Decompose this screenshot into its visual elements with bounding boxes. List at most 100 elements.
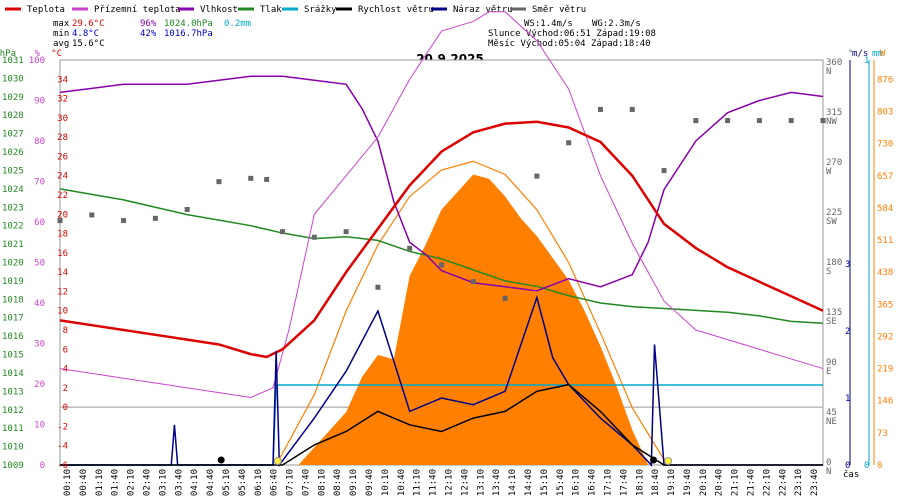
direction-tick: 180	[826, 258, 842, 268]
axis-unit-rain_unit: mm	[872, 49, 883, 59]
pressure-tick: 1014	[2, 369, 24, 379]
pressure-tick: 1011	[2, 424, 24, 434]
time-tick: 00:10	[63, 469, 73, 496]
direction-tick-label: NW	[826, 117, 837, 127]
time-tick: 09:10	[349, 469, 359, 496]
axis-unit-wind_unit: m/s	[852, 49, 868, 59]
wind-direction-point	[264, 176, 270, 182]
time-tick: 14:40	[524, 469, 534, 496]
humidity-tick: 80	[34, 137, 45, 147]
time-tick: 19:10	[667, 469, 677, 496]
time-tick: 00:40	[79, 469, 89, 496]
wind-direction-point	[502, 295, 508, 301]
time-tick: 07:40	[301, 469, 311, 496]
time-tick: 06:40	[270, 469, 280, 496]
time-tick: 11:40	[429, 469, 439, 496]
stats-avg-label: avg	[53, 39, 69, 49]
time-tick: 10:40	[397, 469, 407, 496]
humidity-tick: 90	[34, 97, 45, 107]
time-tick: 05:10	[222, 469, 232, 496]
wind-direction-point	[661, 168, 667, 174]
wind-tick: 3	[845, 260, 850, 270]
legend-label: Rychlost větru	[358, 5, 434, 15]
plot-area	[57, 11, 826, 468]
humidity-tick: 100	[29, 56, 45, 66]
stats-min-label: min	[53, 29, 69, 39]
wind-direction-point	[280, 229, 286, 235]
direction-tick-label: N	[826, 67, 831, 77]
solar-tick: 0	[877, 461, 882, 471]
time-tick: 13:40	[492, 469, 502, 496]
pressure-tick: 1013	[2, 387, 24, 397]
time-tick: 21:40	[747, 469, 757, 496]
humidity-tick: 20	[34, 380, 45, 390]
wind-direction-point	[57, 218, 63, 224]
temperature-tick: 10	[57, 307, 68, 317]
legend-label: Vlhkost	[200, 5, 238, 15]
direction-tick: 270	[826, 158, 842, 168]
time-tick: 05:40	[238, 469, 248, 496]
time-tick: 08:40	[333, 469, 343, 496]
legend: Teplota Přízemní teplota Vlhkost Tlak Srážky…	[5, 5, 586, 15]
solar-tick: 73	[877, 429, 888, 439]
info-wg: WG:2.3m/s	[592, 19, 641, 29]
direction-tick: 90	[826, 358, 837, 368]
wind-direction-point	[470, 279, 476, 285]
temperature-tick: 34	[57, 75, 68, 85]
info-moon: Měsíc Východ:05:04 Západ:18:40	[488, 39, 651, 49]
info-sun: Slunce Východ:06:51 Západ:19:08	[488, 29, 656, 39]
time-tick: 22:40	[778, 469, 788, 496]
humidity-tick: 40	[34, 299, 45, 309]
pressure-tick: 1019	[2, 277, 24, 287]
stats-max-temp: 29.6°C	[72, 19, 105, 29]
temperature-tick: 2	[63, 384, 68, 394]
wind-direction-point	[216, 179, 222, 185]
time-tick: 12:40	[460, 469, 470, 496]
time-tick: 16:40	[588, 469, 598, 496]
wind-direction-point	[756, 118, 762, 124]
wind-direction-point	[534, 173, 540, 179]
stats-min-press: 1016.7hPa	[164, 29, 213, 39]
wind-direction-point	[89, 212, 95, 218]
direction-tick: 360	[826, 58, 842, 68]
solar-area	[60, 174, 823, 465]
time-tick: 04:40	[206, 469, 216, 496]
moonset-marker	[650, 456, 658, 464]
time-tick: 09:40	[365, 469, 375, 496]
temperature-tick: 28	[57, 133, 68, 143]
solar-theory-line	[275, 160, 668, 466]
solar-tick: 292	[877, 332, 893, 342]
temperature-tick: 12	[57, 287, 68, 297]
pressure-tick: 1025	[2, 166, 24, 176]
axis-unit-temp_unit: °C	[51, 49, 62, 59]
solar-tick: 365	[877, 300, 893, 310]
wind-tick: 1	[845, 394, 850, 404]
time-tick: 17:10	[603, 469, 613, 496]
time-tick: 06:10	[254, 469, 264, 496]
wind-direction-point	[121, 218, 127, 224]
time-tick: 20:40	[715, 469, 725, 496]
pressure-tick: 1018	[2, 295, 24, 305]
wind-tick: 0	[845, 461, 850, 471]
direction-tick-label: SW	[826, 217, 837, 227]
time-tick: 03:10	[158, 469, 168, 496]
pressure-tick: 1017	[2, 314, 24, 324]
legend-label: Srážky	[304, 5, 337, 15]
wind-direction-point	[375, 284, 381, 290]
axis-unit-press_unit: hPa	[0, 49, 16, 59]
pressure-tick: 1031	[2, 56, 24, 66]
rain-tick: 1	[864, 56, 869, 66]
wind-direction-point	[788, 118, 794, 124]
axis-unit-solar_unit: W	[880, 49, 886, 59]
direction-tick: 0	[826, 458, 831, 468]
pressure-tick: 1012	[2, 406, 24, 416]
solar-tick: 438	[877, 268, 893, 278]
time-tick: 07:10	[286, 469, 296, 496]
wind-direction-point	[439, 262, 444, 268]
stats-min-temp: 4.8°C	[72, 29, 99, 39]
time-tick: 01:40	[111, 469, 121, 496]
wind-tick: 2	[845, 327, 850, 337]
pressure-tick: 1009	[2, 461, 24, 471]
time-tick: 13:10	[476, 469, 486, 496]
